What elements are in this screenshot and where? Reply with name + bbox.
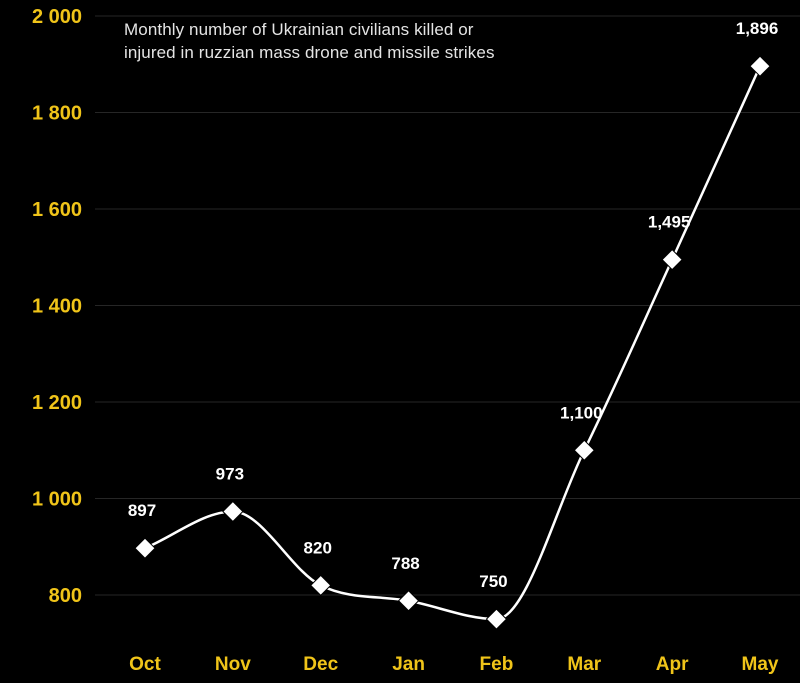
chart-title-line-2: injured in ruzzian mass drone and missil… [124,43,495,62]
y-tick-label: 800 [49,585,82,607]
x-tick-label: Feb [480,654,514,675]
y-tick-label: 1 200 [32,392,82,414]
data-label: 750 [479,572,507,591]
x-tick-label: Dec [303,654,338,675]
y-tick-label: 1 400 [32,296,82,318]
x-tick-label: Apr [656,654,689,675]
x-tick-label: Jan [392,654,425,675]
data-point-marker [661,248,683,271]
data-label: 897 [128,501,156,520]
series-line [144,65,762,621]
x-tick-label: May [742,654,779,675]
y-tick-label: 1 000 [32,489,82,511]
data-point-marker [397,590,420,612]
data-point-marker [485,608,508,630]
data-point-marker [134,537,156,559]
data-point-marker [310,574,332,597]
y-tick-label: 1 800 [32,103,82,125]
data-label: 973 [216,465,244,484]
data-label: 820 [304,538,332,557]
x-tick-label: Oct [129,654,161,675]
data-point-marker [749,55,771,77]
data-label: 1,100 [560,403,603,422]
data-label: 1,896 [736,19,779,38]
y-tick-label: 1 600 [32,199,82,221]
x-tick-label: Mar [567,654,601,675]
y-tick-label: 2 000 [32,6,82,28]
data-point-marker [573,439,596,461]
data-point-marker [222,500,244,523]
data-label: 788 [391,554,419,573]
x-tick-label: Nov [215,654,251,675]
chart-title-line-1: Monthly number of Ukrainian civilians ki… [124,20,474,39]
data-label: 1,495 [648,213,691,232]
